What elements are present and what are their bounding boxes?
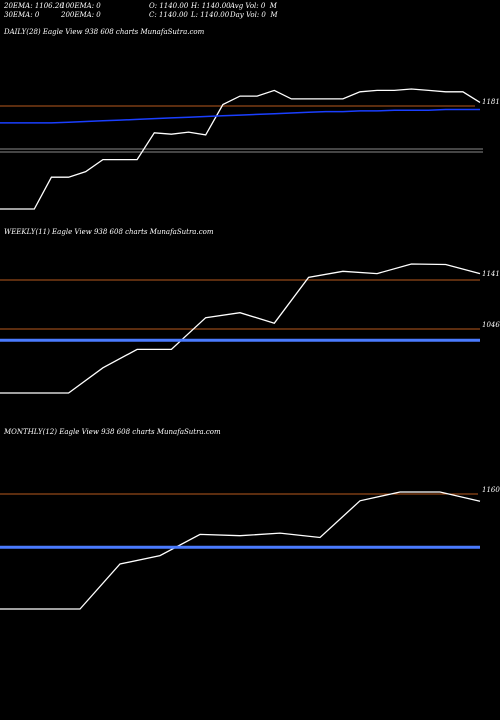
header-ema200: 200EMA: 0 [61, 11, 101, 19]
monthly-series [0, 491, 481, 610]
header-close: C: 1140.00 [149, 11, 188, 19]
monthly-title: MONTHLY(12) Eagle View 938 608 charts Mu… [3, 428, 221, 436]
header-avg-vol: Avg Vol: 0 M [230, 2, 277, 10]
monthly-price-line [0, 491, 481, 610]
header-day-vol: Day Vol: 0 M [230, 11, 278, 19]
header-ema100: 100EMA: 0 [61, 2, 101, 10]
daily-price-line [0, 88, 481, 210]
monthly-level-label: 1160 [482, 486, 500, 494]
header-high: H: 1140.00 [191, 2, 231, 10]
daily-ema-line [0, 108, 480, 124]
weekly-title: WEEKLY(11) Eagle View 938 608 charts Mun… [4, 228, 214, 236]
weekly-price-line [0, 263, 481, 394]
header-low: L: 1140.00 [191, 11, 230, 19]
weekly-series [0, 263, 481, 394]
daily-title: DAILY(28) Eagle View 938 608 charts Muna… [3, 28, 205, 36]
header-ema20: 20EMA: 1106.26 [4, 2, 64, 10]
weekly-level-label-bottom: 1046 [482, 321, 500, 329]
daily-level-label: 1181 [482, 98, 500, 106]
header-open: O: 1140.00 [149, 2, 189, 10]
header-ema30: 30EMA: 0 [4, 11, 40, 19]
weekly-panel: WEEKLY(11) Eagle View 938 608 charts Mun… [0, 228, 500, 394]
daily-panel: DAILY(28) Eagle View 938 608 charts Muna… [0, 28, 500, 210]
monthly-panel: MONTHLY(12) Eagle View 938 608 charts Mu… [0, 428, 500, 610]
weekly-level-label-top: 1141 [482, 270, 500, 278]
daily-series [0, 88, 481, 210]
